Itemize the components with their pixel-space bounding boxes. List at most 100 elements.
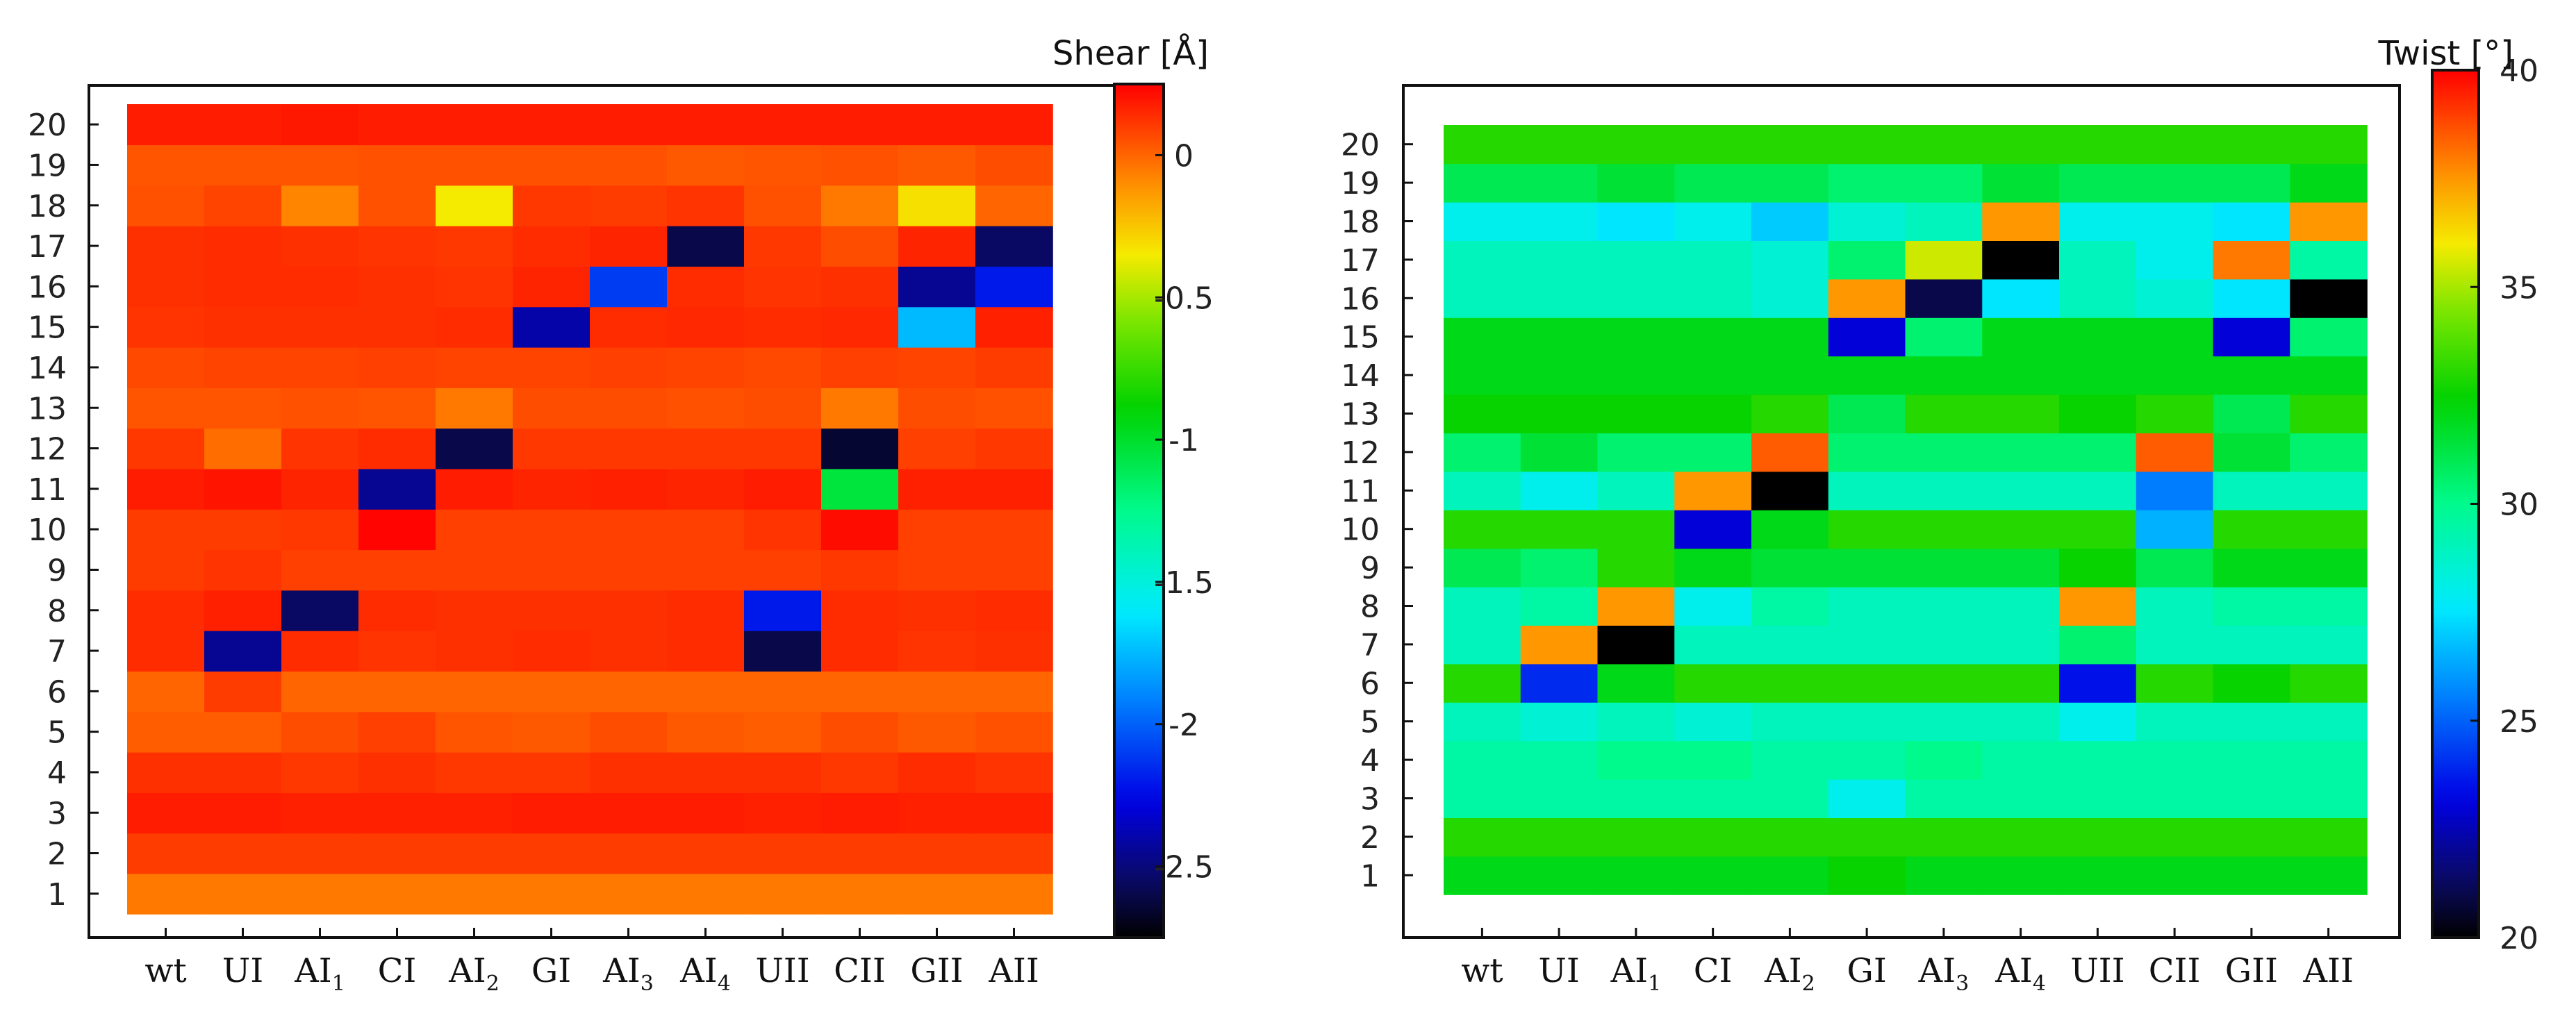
heatmap-cell (1751, 317, 1829, 357)
heatmap-cell (667, 751, 745, 793)
heatmap-cell (1982, 356, 2060, 395)
y-tick-label: 13 (28, 391, 67, 426)
heatmap-cell (1597, 394, 1676, 433)
heatmap-cell (2059, 163, 2137, 203)
heatmap-cell (898, 671, 976, 713)
x-tick-label-base: wt (145, 951, 186, 990)
colorbar: 0 -0.5 -1 -1.5 -2 -2.5 Shear [Å] (1052, 33, 1214, 939)
heatmap-cell (2290, 702, 2368, 742)
heatmap-cell (2290, 625, 2368, 665)
heatmap-cell (1444, 740, 1521, 780)
heatmap-cell (1828, 586, 1906, 626)
y-tick-label: 11 (1341, 474, 1380, 509)
heatmap-cell (281, 266, 359, 308)
heatmap-cell (821, 306, 899, 348)
heatmap-cell (1828, 510, 1906, 549)
heatmap-cell (975, 347, 1053, 388)
heatmap-cells (127, 104, 1053, 915)
heatmap-cell (1982, 740, 2060, 780)
heatmap-cell (1751, 702, 1829, 742)
heatmap-cell (281, 428, 359, 469)
heatmap-cell (1597, 740, 1676, 780)
x-tick-label-base: AI (602, 951, 641, 990)
y-tick-label: 20 (1341, 128, 1380, 163)
x-tick-label: wt (145, 951, 186, 990)
heatmap-cell (2059, 471, 2137, 510)
y-tick-label: 3 (47, 796, 67, 831)
heatmap-cell (1828, 278, 1906, 318)
x-tick-label-base: CI (1694, 951, 1733, 990)
heatmap-cell (281, 388, 359, 429)
heatmap-cell (975, 509, 1053, 551)
heatmap-cell (821, 185, 899, 226)
heatmap-cell (2059, 240, 2137, 280)
heatmap-cell (744, 347, 822, 388)
heatmap-cell (127, 388, 205, 429)
heatmap-cell (1982, 125, 2060, 165)
colorbar: 40 35 30 25 20 Twist [°] (2377, 34, 2538, 956)
heatmap-cell (2136, 394, 2214, 433)
heatmap-cell (2290, 394, 2368, 433)
heatmap-cell (898, 833, 976, 874)
heatmap-cell (975, 792, 1053, 834)
heatmap-cell (667, 266, 745, 308)
heatmap-cell (590, 833, 668, 874)
y-tick-label: 1 (47, 877, 67, 913)
heatmap-cell (898, 711, 976, 753)
heatmap-cell (1828, 817, 1906, 857)
heatmap-cell (1905, 317, 1983, 357)
y-tick-label: 20 (28, 108, 67, 143)
heatmap-cell (667, 347, 745, 388)
x-tick-label: UI (222, 951, 263, 990)
heatmap-cell (513, 185, 591, 226)
x-tick-label: UII (755, 951, 809, 990)
heatmap-cell (1597, 856, 1676, 895)
heatmap-cell (1444, 201, 1521, 241)
heatmap-cell (2290, 125, 2368, 165)
heatmap-cell (898, 144, 976, 186)
heatmap-cell (821, 630, 899, 672)
heatmap-cell (821, 144, 899, 186)
heatmap-cell (513, 347, 591, 388)
heatmap-cell (358, 873, 436, 915)
heatmap-cell (513, 833, 591, 874)
y-tick-label: 18 (28, 189, 67, 224)
heatmap-cell (1597, 817, 1676, 857)
heatmap-cell (1982, 317, 2060, 357)
heatmap-cell (358, 185, 436, 226)
colorbar-tick-label: -1.5 (1154, 565, 1214, 601)
heatmap-cell (1828, 625, 1906, 665)
heatmap-cell (513, 306, 591, 348)
heatmap-cell (1520, 740, 1599, 780)
heatmap-cell (2136, 240, 2214, 280)
heatmap-cell (975, 185, 1053, 226)
heatmap-cell (2213, 586, 2291, 626)
heatmap-cell (667, 185, 745, 226)
heatmap-cell (821, 428, 899, 469)
heatmap-cell (1444, 125, 1521, 165)
heatmap-cell (975, 873, 1053, 915)
heatmap-cell (590, 468, 668, 510)
heatmap-cell (2213, 317, 2291, 357)
heatmap-cell (1597, 471, 1676, 510)
heatmap-cell (898, 630, 976, 672)
y-tick-label: 12 (28, 432, 67, 467)
heatmap-cell (821, 833, 899, 874)
heatmap-cell (1751, 856, 1829, 895)
x-tick-label: CI (378, 951, 417, 990)
heatmap-cell (1520, 163, 1599, 203)
heatmap-cell (1828, 740, 1906, 780)
heatmap-cell (898, 104, 976, 146)
heatmap-cell (513, 671, 591, 713)
heatmap-cell (1674, 510, 1752, 549)
heatmap-cell (204, 751, 282, 793)
heatmap-cell (744, 873, 822, 915)
heatmap-cell (1597, 702, 1676, 742)
heatmap-cell (281, 671, 359, 713)
heatmap-cell (821, 549, 899, 591)
heatmap-cell (281, 873, 359, 915)
x-tick-label-subscript: 2 (486, 972, 499, 996)
heatmap-cell (204, 833, 282, 874)
colorbar-tick-label: -1 (1169, 423, 1199, 458)
heatmap-cell (590, 306, 668, 348)
